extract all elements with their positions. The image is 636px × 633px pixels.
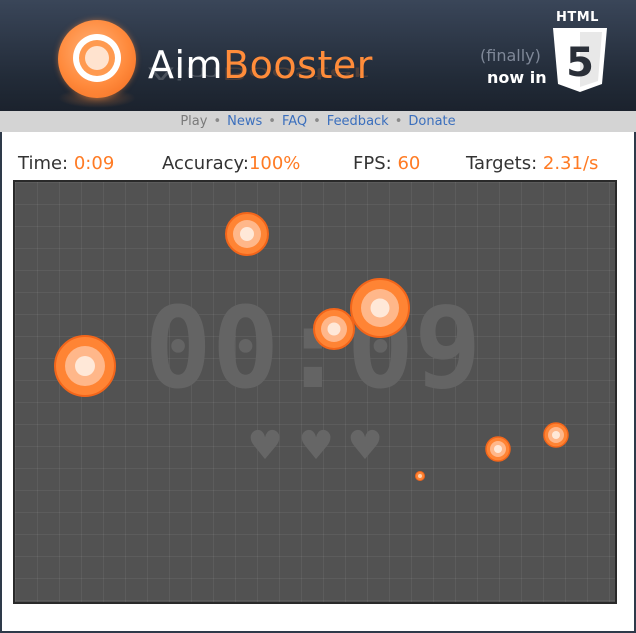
nav-faq-link[interactable]: FAQ <box>281 114 308 129</box>
html5-label: HTML <box>556 10 599 25</box>
nav-donate-link[interactable]: Donate <box>408 114 456 129</box>
brand-reflection-booster: Booster <box>221 63 368 84</box>
target[interactable] <box>350 278 410 338</box>
target[interactable] <box>54 335 116 397</box>
timer-watermark: 00:09 <box>144 284 481 414</box>
life-heart-icon: ♥ <box>298 423 334 469</box>
nav-feedback-link[interactable]: Feedback <box>326 114 389 129</box>
nav-play-link[interactable]: Play <box>180 114 208 129</box>
nav-separator: • <box>268 114 276 129</box>
accuracy-value: 100% <box>248 153 301 174</box>
nav-separator: • <box>313 114 321 129</box>
target[interactable] <box>415 471 425 481</box>
targets-stat: Targets: 2.31/s <box>466 152 598 176</box>
target[interactable] <box>225 212 269 256</box>
finally-text: (finally) <box>480 46 541 65</box>
brand-reflection-aim: Aim <box>148 63 222 84</box>
accuracy-label: Accuracy: <box>162 153 249 174</box>
life-heart-icon: ♥ <box>247 423 283 469</box>
html5-number: 5 <box>566 40 594 86</box>
accuracy-stat: Accuracy:100% <box>162 152 300 176</box>
time-stat: Time: 0:09 <box>18 152 114 176</box>
nav-news-link[interactable]: News <box>227 114 263 129</box>
site-header: AimBooster AimBooster (finally) now in H… <box>0 0 636 111</box>
brand-name[interactable]: AimBooster <box>148 41 373 89</box>
time-value: 0:09 <box>73 153 115 174</box>
life-heart-icon: ♥ <box>347 423 383 469</box>
targets-value: 2.31/s <box>542 153 599 174</box>
brand-booster: Booster <box>223 43 373 87</box>
fps-value: 60 <box>397 153 421 174</box>
targets-label: Targets: <box>466 153 538 174</box>
brand-aim: Aim <box>148 43 224 87</box>
brand-reflection: AimBooster <box>148 62 368 84</box>
html5-shield-icon: 5 <box>553 28 607 92</box>
time-label: Time: <box>18 153 69 174</box>
nav-separator: • <box>394 114 403 129</box>
target-logo-icon[interactable] <box>58 20 136 98</box>
target[interactable] <box>313 308 355 350</box>
nav-bar: Play • News • FAQ • Feedback • Donate <box>0 111 636 132</box>
now-in-text: now in <box>487 68 547 87</box>
game-canvas[interactable]: 00:09 ♥ ♥ ♥ <box>15 182 615 602</box>
nav-separator: • <box>213 114 222 129</box>
fps-stat: FPS: 60 <box>353 152 420 176</box>
target[interactable] <box>543 422 569 448</box>
target[interactable] <box>485 436 511 462</box>
game-field[interactable]: 00:09 ♥ ♥ ♥ <box>13 180 617 604</box>
logo-reflection <box>58 88 136 108</box>
fps-label: FPS: <box>353 153 392 174</box>
